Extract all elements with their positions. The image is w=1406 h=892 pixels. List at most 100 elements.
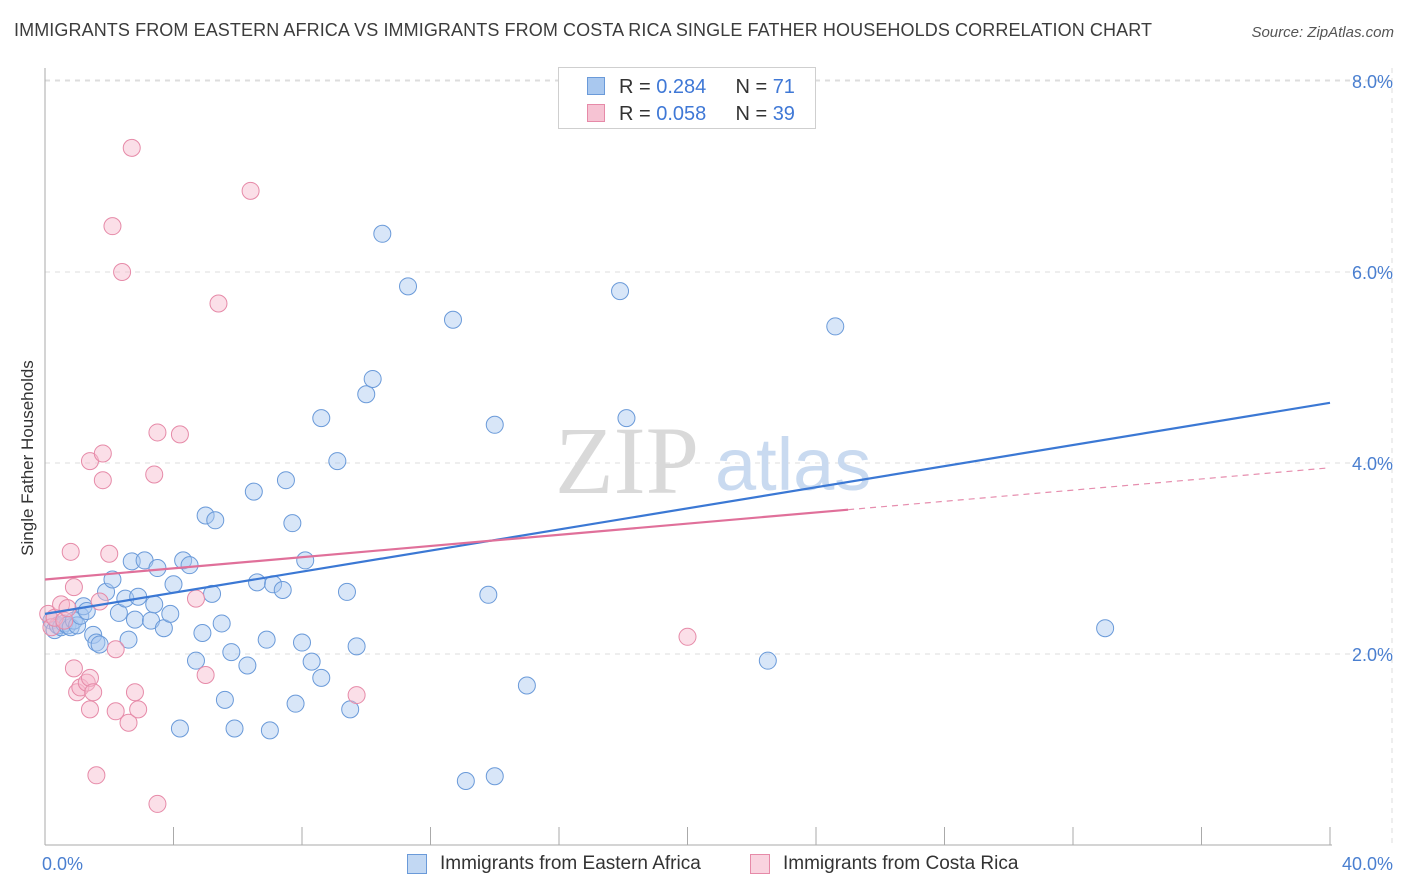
trend-lines xyxy=(44,401,1331,615)
legend-n-label: N = xyxy=(735,103,773,125)
data-point-eastern-africa xyxy=(257,630,276,649)
data-point-eastern-africa xyxy=(399,277,418,296)
data-point-costa-rica xyxy=(148,794,167,813)
watermark: ZIP atlas xyxy=(555,407,871,514)
data-point-eastern-africa xyxy=(186,651,205,670)
data-point-costa-rica xyxy=(80,700,99,719)
data-point-eastern-africa xyxy=(212,614,231,633)
data-point-costa-rica xyxy=(196,666,215,685)
data-point-costa-rica xyxy=(148,423,167,442)
data-point-eastern-africa xyxy=(180,556,199,575)
data-point-eastern-africa xyxy=(826,317,845,336)
data-point-eastern-africa xyxy=(357,385,376,404)
bottom-legend-swatch-blue xyxy=(407,854,427,874)
data-point-eastern-africa xyxy=(485,415,504,434)
data-point-eastern-africa xyxy=(283,514,302,533)
data-point-eastern-africa xyxy=(286,694,305,713)
x-tick-label: 0.0% xyxy=(42,854,83,874)
data-point-eastern-africa xyxy=(206,511,225,530)
watermark-atlas: atlas xyxy=(715,423,871,506)
data-point-eastern-africa xyxy=(1096,619,1115,638)
bottom-legend-swatch-pink xyxy=(750,854,770,874)
trend-line-costa-rica xyxy=(44,508,849,581)
data-point-eastern-africa xyxy=(215,690,234,709)
data-point-eastern-africa xyxy=(456,772,475,791)
legend-n-label: N = xyxy=(735,76,773,98)
data-point-eastern-africa xyxy=(302,652,321,671)
legend-n-value: 39 xyxy=(772,103,795,125)
data-point-costa-rica xyxy=(64,659,83,678)
data-point-eastern-africa xyxy=(443,310,462,329)
trend-line-costa-rica-extension xyxy=(848,467,1331,511)
data-point-eastern-africa xyxy=(244,482,263,501)
data-point-eastern-africa xyxy=(273,581,292,600)
data-point-eastern-africa xyxy=(296,551,315,570)
series-eastern-africa-points xyxy=(42,224,1115,791)
data-point-eastern-africa xyxy=(122,552,141,571)
axes xyxy=(44,68,1332,846)
data-point-costa-rica xyxy=(678,627,697,646)
data-point-eastern-africa xyxy=(119,630,138,649)
y-tick-label: 6.0% xyxy=(1352,263,1393,283)
data-point-eastern-africa xyxy=(485,767,504,786)
data-point-costa-rica xyxy=(100,544,119,563)
data-point-eastern-africa xyxy=(161,604,180,623)
x-tick-label: 40.0% xyxy=(1342,854,1393,874)
data-point-costa-rica xyxy=(125,683,144,702)
legend-swatch-pink xyxy=(587,104,605,122)
data-point-costa-rica xyxy=(209,294,228,313)
data-point-eastern-africa xyxy=(164,575,183,594)
data-point-costa-rica xyxy=(106,640,125,659)
data-point-eastern-africa xyxy=(170,719,189,738)
data-point-costa-rica xyxy=(186,589,205,608)
data-point-eastern-africa xyxy=(479,585,498,604)
data-point-eastern-africa xyxy=(373,224,392,243)
data-point-costa-rica xyxy=(113,263,132,281)
data-point-eastern-africa xyxy=(617,409,636,428)
legend-r-label: R = xyxy=(619,76,657,98)
trend-line-eastern-africa xyxy=(44,401,1331,615)
data-point-costa-rica xyxy=(68,683,87,702)
data-point-costa-rica xyxy=(347,686,366,705)
legend-n-value: 71 xyxy=(772,76,795,98)
data-point-costa-rica xyxy=(241,181,260,200)
data-point-eastern-africa xyxy=(347,637,366,656)
data-point-eastern-africa xyxy=(174,551,193,570)
series-costa-rica-points xyxy=(39,138,697,813)
data-point-costa-rica xyxy=(80,668,99,687)
data-point-costa-rica xyxy=(106,702,125,721)
data-point-eastern-africa xyxy=(611,282,630,301)
data-point-eastern-africa xyxy=(238,656,257,675)
data-point-costa-rica xyxy=(129,700,148,719)
data-point-eastern-africa xyxy=(248,573,267,592)
data-point-costa-rica xyxy=(93,444,112,463)
data-point-eastern-africa xyxy=(312,668,331,687)
data-point-eastern-africa xyxy=(260,721,279,740)
bottom-legend-label: Immigrants from Costa Rica xyxy=(783,853,1019,874)
data-point-costa-rica xyxy=(64,578,83,597)
data-point-eastern-africa xyxy=(363,369,382,388)
data-point-eastern-africa xyxy=(90,635,109,654)
data-point-eastern-africa xyxy=(337,582,356,601)
data-point-eastern-africa xyxy=(293,633,311,652)
chart-title: IMMIGRANTS FROM EASTERN AFRICA VS IMMIGR… xyxy=(14,20,1153,40)
data-point-costa-rica xyxy=(170,425,189,444)
data-point-eastern-africa xyxy=(103,570,122,589)
y-tick-label: 2.0% xyxy=(1352,645,1393,665)
data-point-costa-rica xyxy=(145,465,164,484)
data-point-eastern-africa xyxy=(145,595,164,614)
legend-r-value: 0.058 xyxy=(656,103,707,125)
tick-labels: 2.0% 4.0% 6.0% 8.0% 0.0% 40.0% xyxy=(42,72,1393,874)
data-point-costa-rica xyxy=(84,683,103,702)
y-tick-label: 4.0% xyxy=(1352,454,1393,474)
data-point-costa-rica xyxy=(93,471,112,490)
correlation-legend: R = 0.284 N = 71 R = 0.058 N = 39 xyxy=(558,67,816,129)
data-point-eastern-africa xyxy=(328,452,347,471)
y-tick-label: 8.0% xyxy=(1352,72,1393,92)
data-point-costa-rica xyxy=(103,217,122,236)
watermark-zip: ZIP xyxy=(555,407,699,514)
data-point-costa-rica xyxy=(122,138,141,157)
data-point-costa-rica xyxy=(90,592,109,611)
data-point-eastern-africa xyxy=(193,623,212,642)
